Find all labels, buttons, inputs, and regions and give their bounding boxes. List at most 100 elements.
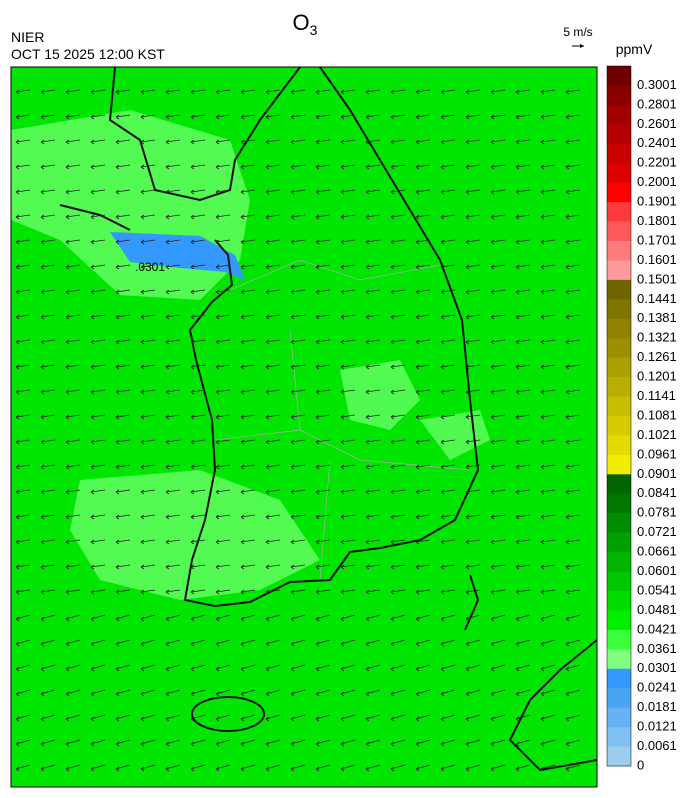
wind-arrowhead (165, 564, 170, 570)
wind-arrowhead (365, 514, 370, 520)
wind-arrowhead (190, 264, 195, 270)
wind-arrow (115, 639, 131, 645)
wind-arrowhead (240, 414, 245, 420)
wind-arrow (165, 339, 181, 343)
wind-arrow (315, 314, 331, 318)
wind-arrow (515, 739, 531, 745)
wind-arrow (390, 114, 406, 118)
wind-arrow (165, 89, 181, 93)
wind-arrowhead (565, 189, 570, 195)
wind-arrowhead (440, 464, 445, 470)
wind-arrow (90, 139, 106, 143)
wind-arrowhead (390, 464, 395, 470)
wind-arrowhead (415, 616, 420, 622)
wind-arrow (340, 139, 356, 143)
wind-arrow (565, 739, 581, 745)
colorbar-box (607, 299, 631, 320)
wind-arrow (390, 239, 406, 243)
wind-arrowhead (440, 589, 445, 595)
wind-arrow (15, 139, 31, 143)
wind-arrowhead (340, 589, 345, 595)
wind-arrow (540, 689, 556, 695)
wind-arrow (465, 214, 481, 218)
wind-arrow (240, 364, 256, 368)
colorbar-box (607, 746, 631, 767)
wind-arrowhead (15, 214, 20, 220)
wind-arrowhead (390, 539, 395, 545)
wind-arrowhead (565, 666, 570, 672)
wind-arrow (340, 489, 356, 493)
wind-arrowhead (215, 164, 220, 170)
wind-arrowhead (140, 114, 145, 120)
wind-arrow (515, 689, 531, 695)
wind-arrowhead (315, 439, 320, 445)
wind-arrow (65, 689, 81, 695)
wind-arrow (390, 164, 406, 168)
wind-arrow (390, 564, 406, 568)
wind-arrowhead (65, 214, 70, 220)
wind-arrow (415, 214, 431, 218)
colorbar-label: 0.0421 (637, 621, 677, 636)
wind-arrowhead (140, 189, 145, 195)
wind-arrowhead (65, 691, 70, 697)
wind-arrowhead (65, 364, 70, 370)
wind-arrowhead (490, 589, 495, 595)
colorbar-box (607, 124, 631, 145)
wind-arrowhead (365, 616, 370, 622)
wind-arrow (515, 89, 531, 93)
wind-arrowhead (65, 514, 70, 520)
wind-arrowhead (240, 766, 245, 772)
wind-arrowhead (40, 741, 45, 747)
wind-arrow (415, 464, 431, 468)
wind-arrowhead (15, 489, 20, 495)
wind-arrowhead (190, 389, 195, 395)
wind-arrowhead (315, 164, 320, 170)
wind-arrowhead (540, 114, 545, 120)
wind-arrow (565, 339, 581, 343)
wind-arrow (65, 664, 81, 670)
wind-arrowhead (490, 666, 495, 672)
wind-arrow (440, 414, 456, 418)
wind-arrowhead (315, 264, 320, 270)
wind-arrow (465, 464, 481, 468)
wind-arrow (240, 139, 256, 143)
wind-arrowhead (165, 339, 170, 345)
colorbar-label: 0.2201 (637, 155, 677, 170)
wind-arrowhead (515, 766, 520, 772)
wind-arrow (515, 414, 531, 418)
wind-arrow (515, 714, 531, 720)
wind-arrow (490, 664, 506, 670)
wind-arrow (190, 189, 206, 193)
wind-arrowhead (140, 264, 145, 270)
wind-arrow (65, 414, 81, 418)
wind-arrow (15, 514, 31, 518)
wind-arrowhead (65, 539, 70, 545)
wind-arrow (290, 314, 306, 318)
wind-arrow (40, 189, 56, 193)
wind-arrowhead (40, 239, 45, 245)
wind-arrow (65, 464, 81, 468)
wind-arrow (90, 114, 106, 118)
wind-arrow (40, 414, 56, 418)
wind-arrowhead (415, 189, 420, 195)
wind-arrowhead (15, 364, 20, 370)
wind-arrow (65, 764, 81, 770)
wind-arrowhead (115, 691, 120, 697)
wind-arrowhead (440, 414, 445, 420)
wind-arrowhead (490, 164, 495, 170)
colorbar-box (607, 727, 631, 748)
wind-arrowhead (515, 239, 520, 245)
wind-arrowhead (565, 564, 570, 570)
wind-arrowhead (565, 691, 570, 697)
wind-arrow (140, 689, 156, 695)
wind-arrowhead (565, 264, 570, 270)
title-main: O (293, 10, 310, 35)
wind-arrowhead (490, 514, 495, 520)
wind-arrowhead (140, 314, 145, 320)
wind-arrow (215, 539, 231, 543)
wind-arrow (65, 639, 81, 645)
wind-arrow (65, 239, 81, 243)
wind-arrowhead (15, 89, 20, 95)
wind-arrowhead (315, 89, 320, 95)
wind-arrowhead (515, 414, 520, 420)
